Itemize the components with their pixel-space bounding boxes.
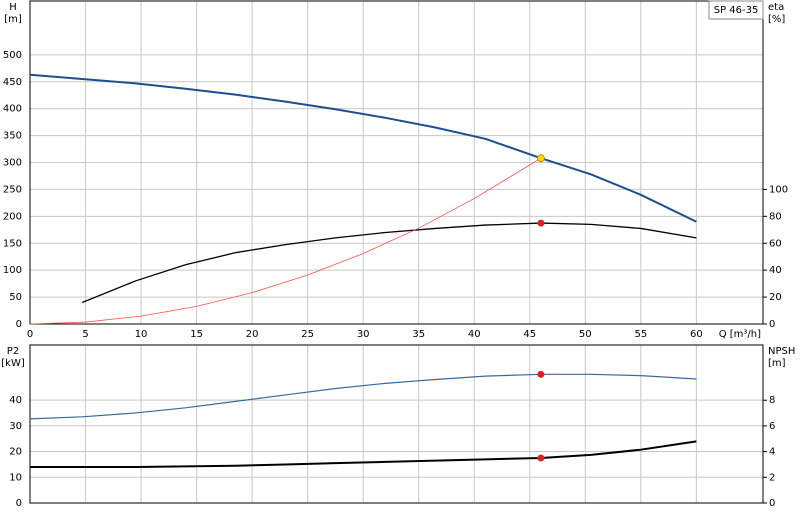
y2-tick-label: 2 [769, 472, 775, 483]
chart-title: SP 46-35 [714, 5, 759, 16]
y-tick-label: 150 [3, 238, 22, 249]
y-tick-label: 40 [9, 395, 22, 406]
x-tick-label: 5 [82, 329, 88, 340]
curve [29, 73, 697, 223]
x-tick-label: 25 [301, 329, 314, 340]
y2-tick-label: 6 [769, 421, 775, 432]
y-axis-label: P2 [7, 346, 19, 357]
curve [30, 440, 697, 469]
x-tick-label: 60 [690, 329, 703, 340]
y-tick-label: 350 [3, 131, 22, 142]
y-axis-unit: [m] [4, 14, 22, 25]
x-tick-label: 50 [579, 329, 592, 340]
y-tick-label: 20 [9, 447, 22, 458]
x-tick-label: 10 [135, 329, 148, 340]
plot-frame [29, 344, 764, 504]
y2-axis-label: eta [768, 2, 784, 13]
y2-tick-label: 0 [769, 319, 775, 330]
y-tick-label: 500 [3, 50, 22, 61]
y-tick-label: 450 [3, 77, 22, 88]
x-tick-label: 30 [357, 329, 370, 340]
x-tick-label: 35 [412, 329, 425, 340]
y2-tick-label: 80 [769, 211, 782, 222]
x-tick-label: 55 [634, 329, 647, 340]
y-tick-label: 250 [3, 184, 22, 195]
y-tick-label: 30 [9, 421, 22, 432]
y-tick-label: 300 [3, 158, 22, 169]
y2-tick-label: 8 [769, 395, 775, 406]
y2-axis-unit: [%] [768, 14, 785, 25]
y-axis-label: H [9, 2, 17, 13]
y-tick-label: 50 [9, 292, 22, 303]
y-tick-label: 10 [9, 472, 22, 483]
duty-point [537, 370, 545, 378]
curve [29, 373, 697, 420]
curve [29, 157, 542, 325]
duty-point [536, 154, 545, 163]
y-tick-label: 400 [3, 104, 22, 115]
y2-tick-label: 20 [769, 292, 782, 303]
y-axis-unit: [kW] [1, 358, 25, 369]
y2-tick-label: 0 [769, 498, 775, 509]
x-axis-label: Q [m³/h] [719, 329, 761, 340]
y-tick-label: 0 [16, 319, 22, 330]
y2-tick-label: 100 [769, 184, 788, 195]
x-tick-label: 20 [246, 329, 259, 340]
y2-tick-label: 40 [769, 265, 782, 276]
title-box [708, 0, 764, 20]
y-tick-label: 100 [3, 265, 22, 276]
x-tick-label: 15 [190, 329, 203, 340]
y-tick-label: 200 [3, 211, 22, 222]
y2-tick-label: 60 [769, 238, 782, 249]
x-tick-label: 40 [468, 329, 481, 340]
x-tick-label: 45 [523, 329, 536, 340]
y2-tick-label: 4 [769, 447, 775, 458]
y2-axis-unit: [m] [768, 358, 786, 369]
plot-frame [29, 0, 764, 325]
y2-axis-label: NPSH [768, 346, 795, 357]
y-tick-label: 0 [16, 498, 22, 509]
duty-point [537, 219, 545, 227]
duty-point [537, 454, 545, 462]
x-tick-label: 0 [27, 329, 33, 340]
curve [81, 222, 697, 304]
